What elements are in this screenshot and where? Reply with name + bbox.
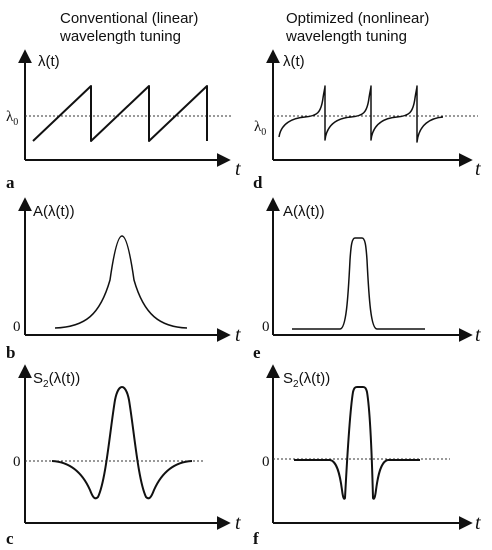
- right-header-line2: wavelength tuning: [285, 28, 407, 45]
- panel-e: A(λ(t)) 0 t e: [253, 197, 481, 362]
- panel-d-x-label: t: [475, 158, 481, 180]
- panel-c-signal-curve: [51, 386, 193, 500]
- panel-c-letter: c: [6, 529, 14, 548]
- panel-a: λ(t) λ0 t a: [6, 49, 241, 192]
- panel-b-letter: b: [6, 343, 15, 362]
- panel-c: S2(λ(t)) 0 t c: [6, 364, 241, 548]
- panel-c-y-label: S2(λ(t)): [33, 370, 80, 390]
- panel-e-x-label: t: [475, 324, 481, 346]
- panel-f-signal-curve: [294, 386, 420, 500]
- panel-f-zero-label: 0: [262, 454, 270, 470]
- panel-b-x-label: t: [235, 324, 241, 346]
- panel-f-letter: f: [253, 529, 259, 548]
- panel-a-lambda0-label: λ0: [6, 109, 18, 128]
- panel-b-lorentzian-curve: [54, 235, 188, 329]
- panel-f-x-label: t: [475, 512, 481, 534]
- panel-f: S2(λ(t)) 0 t f: [253, 364, 481, 548]
- panel-a-y-label: λ(t): [38, 53, 60, 70]
- panel-d-nonlinear-curve: [278, 85, 444, 143]
- panel-e-letter: e: [253, 343, 261, 362]
- panel-f-y-label: S2(λ(t)): [283, 370, 330, 390]
- right-header-line1: Optimized (nonlinear): [286, 10, 429, 27]
- panel-d-letter: d: [253, 173, 263, 192]
- panel-e-zero-label: 0: [262, 319, 270, 335]
- panel-a-letter: a: [6, 173, 15, 192]
- panel-b: A(λ(t)) 0 t b: [6, 197, 241, 362]
- panel-b-zero-label: 0: [13, 319, 21, 335]
- panel-e-y-label: A(λ(t)): [283, 203, 325, 220]
- panel-e-flattop-curve: [292, 237, 425, 330]
- panel-c-x-label: t: [235, 512, 241, 534]
- panel-d-y-label: λ(t): [283, 53, 305, 70]
- panel-b-y-label: A(λ(t)): [33, 203, 75, 220]
- panel-a-x-label: t: [235, 158, 241, 180]
- panel-c-zero-label: 0: [13, 454, 21, 470]
- panel-d: λ(t) λ0 t d: [253, 49, 481, 192]
- panel-d-lambda0-label: λ0: [254, 119, 266, 138]
- left-header-line2: wavelength tuning: [59, 28, 181, 45]
- left-header-line1: Conventional (linear): [60, 10, 198, 27]
- panel-a-sawtooth-curve: [32, 85, 208, 142]
